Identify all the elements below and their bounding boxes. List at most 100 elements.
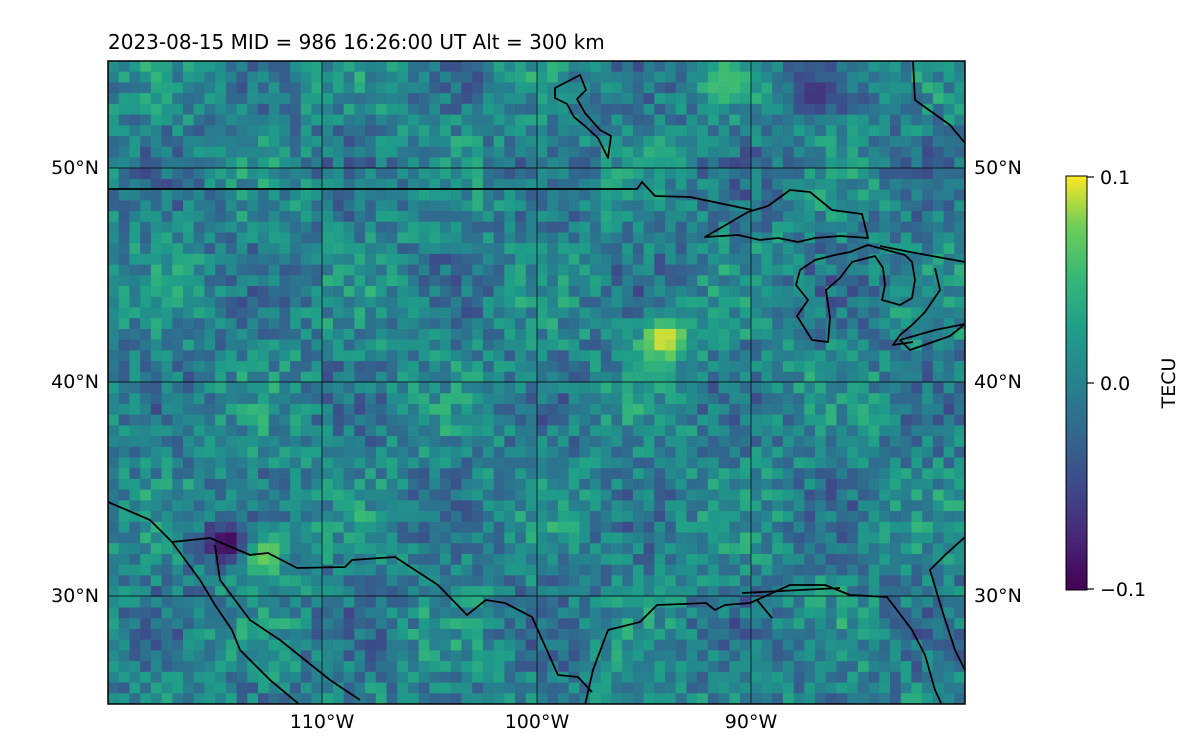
heatmap-cell [815,564,827,576]
heatmap-cell [311,136,323,148]
heatmap-cell [579,468,591,480]
heatmap-cell [193,393,206,405]
heatmap-cell [236,361,248,373]
heatmap-cell [632,532,645,544]
heatmap-cell [343,178,355,191]
heatmap-cell [772,382,784,394]
heatmap-cell [407,575,420,587]
heatmap-cell [450,639,463,652]
heatmap-cell [932,93,945,105]
heatmap-cell [215,307,227,319]
heatmap-cell [268,168,280,180]
heatmap-cell [922,639,934,652]
heatmap-cell [482,350,495,362]
heatmap-cell [108,628,120,641]
heatmap-cell [247,532,259,544]
heatmap-cell [204,243,216,255]
heatmap-cell [332,671,345,684]
heatmap-cell [911,618,923,630]
heatmap-cell [740,618,752,630]
heatmap-cell [557,628,570,641]
heatmap-cell [450,468,463,480]
heatmap-cell [311,618,323,630]
heatmap-cell [954,575,965,587]
heatmap-cell [600,371,613,384]
heatmap-cell [568,425,580,437]
heatmap-cell [375,511,388,523]
heatmap-cell [879,296,891,309]
heatmap-cell [943,275,955,287]
heatmap-cell [515,575,527,587]
x-tick-100w: 100°W [505,711,570,733]
heatmap-cell [804,286,816,298]
heatmap-cell [536,328,548,341]
heatmap-cell [322,596,334,609]
heatmap-cell [761,61,773,73]
heatmap-cell [847,178,859,191]
heatmap-cell [236,382,248,394]
heatmap-cell [182,500,195,512]
heatmap-cell [397,403,409,416]
heatmap-cell [954,168,965,180]
heatmap-cell [707,371,720,384]
heatmap-cell [847,61,859,73]
heatmap-cell [793,500,805,512]
heatmap-cell [579,350,591,362]
heatmap-cell [632,296,645,309]
heatmap-cell [697,446,709,459]
heatmap-cell [365,232,377,244]
heatmap-cell [868,457,880,469]
heatmap-cell [482,146,495,159]
heatmap-cell [590,82,602,94]
heatmap-cell [707,693,720,704]
heatmap-cell [343,243,355,255]
heatmap-cell [750,500,763,512]
heatmap-cell [857,457,870,469]
heatmap-cell [150,489,163,501]
heatmap-cell [815,682,827,694]
heatmap-cell [193,661,206,673]
heatmap-cell [354,586,366,598]
heatmap-cell [900,189,913,201]
heatmap-cell [215,350,227,362]
heatmap-cell [332,500,345,512]
heatmap-cell [493,296,505,309]
heatmap-cell [622,178,634,191]
heatmap-cell [643,350,655,362]
heatmap-cell [450,125,463,137]
heatmap-cell [268,457,280,469]
heatmap-cell [557,414,570,426]
heatmap-cell [407,618,420,630]
heatmap-cell [568,414,580,426]
heatmap-cell [525,414,538,426]
heatmap-cell [729,286,741,298]
heatmap-cell [257,157,270,169]
heatmap-cell [718,371,730,384]
heatmap-cell [911,286,923,298]
heatmap-cell [397,328,409,341]
heatmap-cell [536,136,548,148]
heatmap-cell [118,114,131,126]
heatmap-cell [193,211,206,223]
heatmap-cell [140,93,152,105]
heatmap-cell [343,382,355,394]
heatmap-cell [375,403,388,416]
heatmap-cell [450,682,463,694]
heatmap-cell [836,650,848,662]
heatmap-cell [407,478,420,491]
heatmap-cell [215,468,227,480]
heatmap-cell [225,564,238,576]
heatmap-cell [954,414,965,426]
heatmap-cell [557,221,570,234]
heatmap-cell [129,586,141,598]
heatmap-cell [707,253,720,266]
heatmap-cell [536,489,548,501]
heatmap-cell [343,371,355,384]
heatmap-cell [108,114,120,126]
heatmap-cell [418,93,430,105]
heatmap-cell [225,468,238,480]
heatmap-cell [686,371,698,384]
heatmap-cell [825,393,838,405]
heatmap-cell [922,553,934,566]
heatmap-cell [472,82,484,94]
